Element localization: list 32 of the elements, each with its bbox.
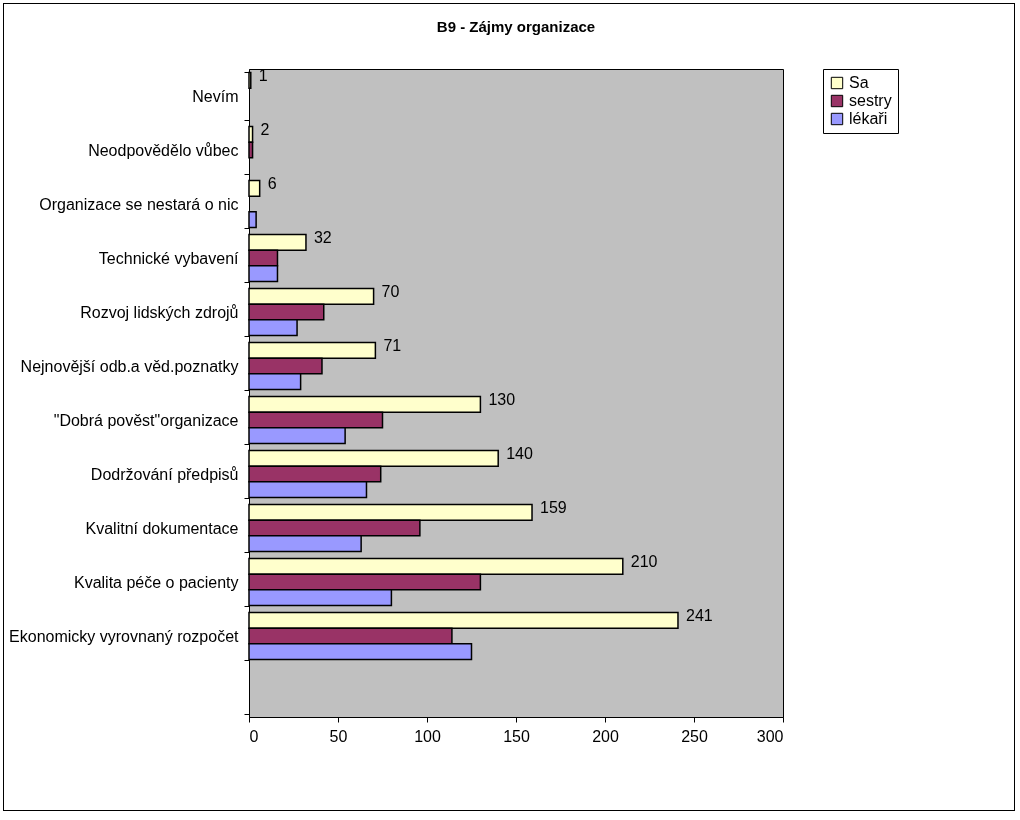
legend-label: Sa — [849, 74, 869, 91]
y-tick-label: Nevím — [192, 87, 239, 105]
y-tick-label: Ekonomicky vyrovnaný rozpočet — [9, 627, 240, 645]
y-tick-label: Kvalita péče o pacienty — [73, 573, 239, 591]
y-tick-label: Dodržování předpisů — [90, 465, 239, 483]
x-tick-label: 150 — [503, 727, 530, 745]
x-tick-label: 250 — [681, 727, 708, 745]
data-label: 70 — [381, 283, 400, 301]
x-tick-label: 200 — [592, 727, 619, 745]
y-tick-label: Kvalitní dokumentace — [85, 519, 239, 537]
legend-label: sestry — [849, 92, 892, 109]
x-tick-label: 300 — [756, 727, 784, 745]
data-label: 71 — [383, 337, 402, 355]
data-label: 140 — [506, 445, 533, 463]
y-tick-label: Nejnovější odb.a věd.poznatky — [20, 357, 239, 375]
y-tick-label: "Dobrá pověst"organizace — [53, 411, 239, 429]
y-tick-label: Technické vybavení — [98, 249, 240, 267]
data-label: 32 — [313, 229, 332, 247]
chart-title: B9 - Zájmy organizace — [436, 18, 596, 35]
y-tick-label: Organizace se nestará o nic — [39, 195, 239, 213]
x-tick-label: 0 — [249, 727, 259, 745]
y-tick-label: Rozvoj lidských zdrojů — [80, 303, 239, 321]
data-label: 241 — [685, 607, 713, 625]
data-label: 6 — [267, 175, 277, 193]
data-label: 130 — [488, 391, 516, 409]
x-tick-label: 100 — [414, 727, 441, 745]
x-tick-label: 50 — [329, 727, 348, 745]
data-label: 159 — [540, 499, 567, 517]
legend-label: lékaři — [849, 110, 888, 127]
data-label: 2 — [260, 121, 270, 139]
data-label: 210 — [630, 553, 658, 571]
y-tick-label: Neodpovědělo vůbec — [88, 141, 239, 159]
